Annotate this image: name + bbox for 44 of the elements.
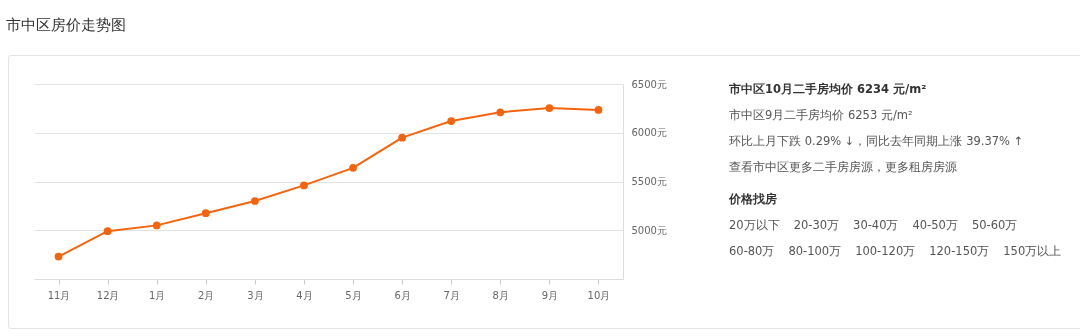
x-tick-label: 12月	[96, 289, 120, 301]
text: 100-120万	[855, 243, 916, 260]
y-tick-label: 6500元	[631, 78, 667, 90]
x-tick-label: 6月	[394, 289, 411, 301]
point	[496, 108, 505, 117]
x-tick-label: 5月	[345, 289, 362, 301]
point	[54, 252, 63, 261]
point	[201, 209, 210, 218]
x-tick-label: 10月	[587, 289, 611, 301]
x-tick-label: 2月	[198, 289, 215, 301]
chart-title: 市中区房价走势图	[6, 16, 126, 35]
x-tick-label: 3月	[247, 289, 264, 301]
text: 环比上月下跌 0.29% ↓，同比去年同期上涨 39.37% ↑	[729, 133, 1025, 150]
text: 120-150万	[929, 243, 990, 260]
y-tick-label: 6000元	[631, 127, 667, 139]
x-tick-label: 1月	[149, 289, 166, 301]
text: 价格找房	[729, 191, 778, 208]
point	[545, 104, 554, 112]
text: 20万以下	[729, 217, 780, 234]
text: 市中区9月二手房均价 6253 元/m²	[729, 107, 914, 124]
text: 30-40万	[853, 217, 899, 234]
text: 40-50万	[912, 217, 958, 234]
text: 60-80万	[729, 243, 775, 260]
text: 50-60万	[971, 217, 1018, 234]
text: 市中区10月二手房均价 6234 元/m²	[729, 81, 928, 98]
text: 20-30万	[793, 217, 840, 234]
point	[398, 133, 406, 142]
text: 80-100万	[788, 243, 842, 260]
point	[251, 197, 259, 205]
text: 150万以上	[1003, 243, 1062, 260]
point	[349, 163, 357, 172]
y-tick-label: 5500元	[631, 176, 667, 187]
y-tick-label: 5000元	[631, 224, 667, 236]
point	[152, 221, 161, 230]
point	[300, 181, 308, 190]
point	[594, 106, 603, 114]
x-tick-label: 8月	[492, 289, 509, 301]
point	[103, 227, 112, 236]
x-tick-label: 11月	[47, 289, 71, 301]
x-tick-label: 4月	[296, 289, 313, 301]
x-tick-label: 7月	[443, 289, 460, 301]
x-tick-label: 9月	[541, 289, 559, 301]
point	[447, 117, 456, 125]
text: 查看市中区更多二手房房源，更多租房房源	[729, 159, 958, 176]
